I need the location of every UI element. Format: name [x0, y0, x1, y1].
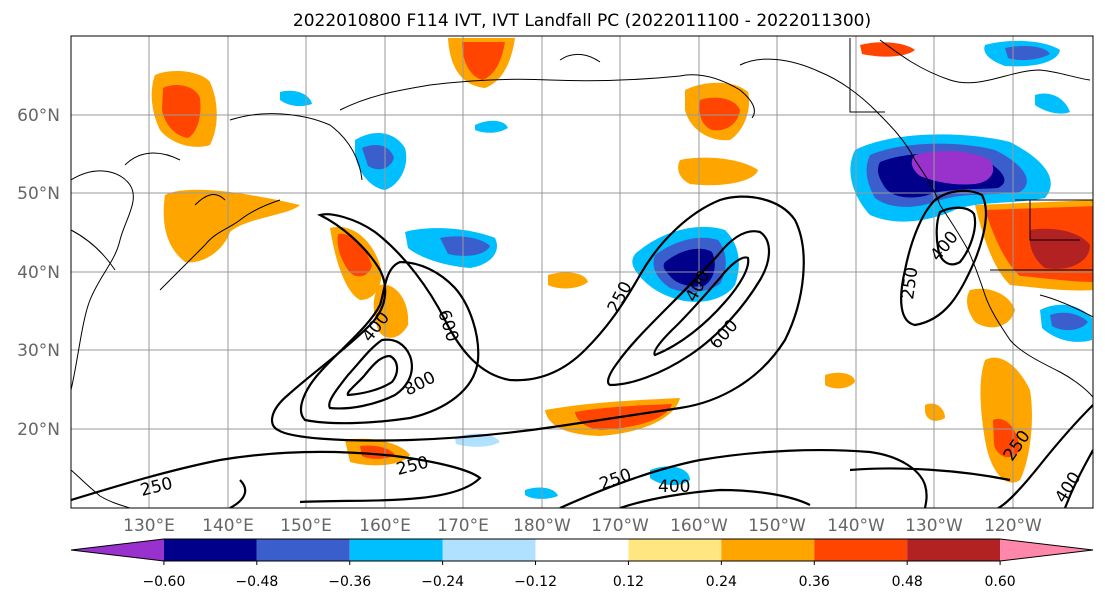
colorbar-tick-label: −0.36	[328, 574, 371, 590]
lat-label: 60°N	[17, 106, 60, 126]
colorbar-swatch	[628, 539, 722, 561]
colorbar-swatch	[814, 539, 908, 561]
lon-label: 140°E	[202, 516, 254, 536]
contour-label: 600	[433, 307, 462, 344]
contour-labels: 400 600 800 250 250 400 600 250 400 250 …	[138, 227, 1085, 506]
colorbar: −0.60 −0.48 −0.36 −0.24 −0.12 0.12 0.24 0.36 0.4…	[70, 538, 1094, 590]
lon-label: 170°E	[437, 516, 489, 536]
colorbar-tick-label: 0.24	[706, 574, 737, 590]
lon-label: 130°W	[905, 516, 963, 536]
map-panel	[71, 36, 1093, 508]
contour-label: 800	[401, 368, 439, 401]
contour-label: 250	[597, 465, 634, 495]
ivt-contours	[71, 189, 1093, 508]
contour-label: 600	[706, 316, 743, 353]
longitude-labels: 130°E 140°E 150°E 160°E 170°E 180°W 170°…	[123, 516, 1042, 536]
graticule	[71, 36, 1093, 508]
colorbar-swatch	[163, 539, 257, 561]
lat-label: 30°N	[17, 341, 60, 361]
contour-label: 400	[927, 227, 963, 265]
lon-label: 150°E	[280, 516, 332, 536]
colorbar-swatch	[907, 539, 1001, 561]
lon-label: 180°W	[513, 516, 571, 536]
colorbar-tick-label: −0.12	[514, 574, 557, 590]
lon-label: 150°W	[748, 516, 806, 536]
colorbar-tick-label: 0.48	[892, 574, 923, 590]
contour-label: 250	[898, 266, 922, 301]
colorbar-tick-label: 0.36	[799, 574, 830, 590]
colorbar-tick-label: 0.60	[985, 574, 1016, 590]
colorbar-swatch	[256, 539, 350, 561]
lon-label: 160°W	[670, 516, 728, 536]
coastlines	[71, 38, 1093, 508]
colorbar-swatch	[442, 539, 536, 561]
lon-label: 160°E	[359, 516, 411, 536]
lon-label: 130°E	[123, 516, 175, 536]
lat-label: 50°N	[17, 184, 60, 204]
lat-label: 20°N	[17, 420, 60, 440]
colorbar-swatch	[71, 539, 164, 561]
lat-label: 40°N	[17, 263, 60, 283]
pc-fill-layer	[151, 38, 1093, 499]
colorbar-swatch	[535, 539, 629, 561]
figure-title: 2022010800 F114 IVT, IVT Landfall PC (20…	[293, 11, 871, 31]
colorbar-tick-label: −0.48	[235, 574, 278, 590]
lon-label: 170°W	[591, 516, 649, 536]
contour-label: 250	[604, 278, 637, 316]
colorbar-tick-label: 0.12	[613, 574, 644, 590]
lon-label: 120°W	[984, 516, 1042, 536]
colorbar-tick-label: −0.60	[142, 574, 185, 590]
colorbar-tick-label: −0.24	[421, 574, 464, 590]
map-frame	[70, 35, 1094, 509]
colorbar-swatch	[721, 539, 815, 561]
latitude-labels: 60°N 50°N 40°N 30°N 20°N	[17, 106, 60, 440]
colorbar-swatch	[349, 539, 443, 561]
colorbar-swatch	[1000, 539, 1093, 561]
contour-label: 400	[658, 477, 690, 497]
lon-label: 140°W	[827, 516, 885, 536]
